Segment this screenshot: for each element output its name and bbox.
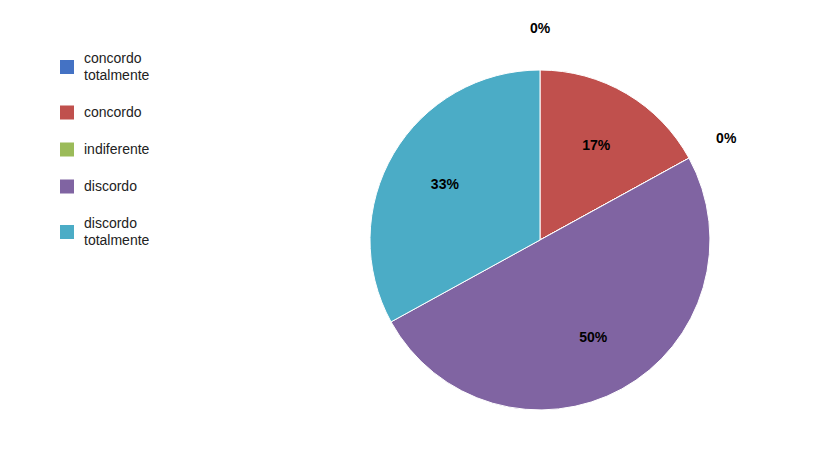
legend-label: discordo xyxy=(84,178,137,194)
chart-container: 0%17%0%50%33%concordototalmenteconcordoi… xyxy=(0,0,819,466)
legend-label: concordo xyxy=(84,104,142,120)
data-labels: 0% 17% 0% 50% 33% xyxy=(431,20,737,345)
data-label: 0% xyxy=(530,20,551,36)
slice xyxy=(370,70,540,322)
legend-label: concordototalmente xyxy=(84,50,150,83)
data-label: 50% xyxy=(579,329,608,345)
legend-label-line: totalmente xyxy=(84,67,150,83)
legend-label-line: discordo xyxy=(84,178,137,194)
data-label: 0% xyxy=(716,130,737,146)
legend-swatch xyxy=(60,225,74,239)
data-label: 33% xyxy=(431,176,460,192)
legend-swatch xyxy=(60,143,74,157)
legend-swatch xyxy=(60,60,74,74)
pie xyxy=(370,70,710,410)
legend-label-line: totalmente xyxy=(84,232,150,248)
legend-label: discordototalmente xyxy=(84,215,150,248)
legend-label-line: discordo xyxy=(84,215,137,231)
legend-label-line: concordo xyxy=(84,104,142,120)
legend-swatch xyxy=(60,106,74,120)
legend: concordototalmenteconcordoindiferentedis… xyxy=(60,50,150,248)
legend-label-line: indiferente xyxy=(84,141,150,157)
chart: 0%17%0%50%33%concordototalmenteconcordoi… xyxy=(0,0,819,466)
legend-label-line: concordo xyxy=(84,50,142,66)
data-label: 17% xyxy=(582,137,611,153)
legend-swatch xyxy=(60,180,74,194)
legend-label: indiferente xyxy=(84,141,150,157)
